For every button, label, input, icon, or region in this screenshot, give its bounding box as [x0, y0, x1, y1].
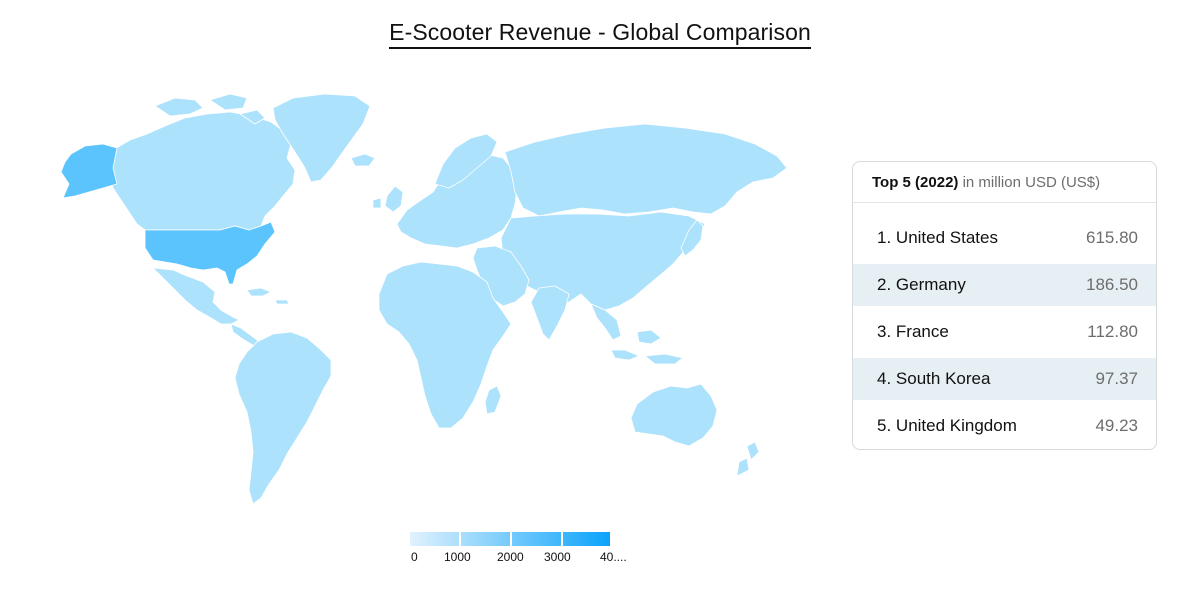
region-russia[interactable] [504, 123, 788, 217]
top5-row[interactable]: 2. Germany 186.50 [853, 264, 1156, 306]
region-iceland[interactable] [350, 153, 376, 167]
top5-row[interactable]: 3. France 112.80 [853, 311, 1156, 353]
region-japan[interactable] [680, 219, 704, 257]
region-africa[interactable] [378, 261, 512, 429]
region-india[interactable] [530, 285, 570, 341]
region-united-states[interactable] [144, 221, 276, 285]
region-madagascar[interactable] [484, 385, 502, 415]
region-southeast-asia[interactable] [590, 303, 684, 365]
top5-value: 49.23 [1095, 416, 1138, 435]
legend-label: 3000 [544, 550, 571, 564]
top5-country: 1. United States [877, 228, 998, 247]
top5-row[interactable]: 4. South Korea 97.37 [853, 358, 1156, 400]
top5-value: 97.37 [1095, 369, 1138, 388]
top5-row[interactable]: 5. United Kingdom 49.23 [853, 405, 1156, 447]
top5-value: 112.80 [1087, 322, 1138, 341]
map-regions [106, 93, 788, 505]
legend-gradient-bar [410, 532, 610, 546]
top5-country: 4. South Korea [877, 369, 991, 388]
top5-panel-heading: Top 5 (2022) in million USD (US$) [853, 162, 1156, 203]
region-alaska[interactable] [60, 143, 118, 199]
legend-label: 2000 [497, 550, 524, 564]
region-canada[interactable] [106, 111, 296, 231]
region-scandinavia[interactable] [434, 133, 498, 189]
region-mexico[interactable] [152, 267, 240, 325]
chart-title: E-Scooter Revenue - Global Comparison [0, 18, 1200, 49]
top5-heading-year: Top 5 (2022) [872, 174, 959, 191]
top5-country: 5. United Kingdom [877, 416, 1017, 435]
legend-label: 1000 [444, 550, 471, 564]
top5-value: 615.80 [1086, 228, 1138, 247]
top5-value: 186.50 [1086, 275, 1138, 294]
region-new-zealand[interactable] [736, 441, 760, 477]
region-greenland[interactable] [272, 93, 371, 183]
top5-list: 1. United States 615.80 2. Germany 186.5… [853, 203, 1156, 447]
legend-label: 40.... [600, 550, 627, 564]
region-australia[interactable] [630, 383, 718, 447]
top5-heading-unit: in million USD (US$) [962, 174, 1101, 191]
region-south-america[interactable] [234, 331, 332, 505]
legend: 0 1000 2000 3000 40.... [408, 532, 628, 572]
region-uk[interactable] [372, 185, 404, 213]
top5-panel: Top 5 (2022) in million USD (US$) 1. Uni… [852, 161, 1157, 450]
region-asia[interactable] [500, 211, 706, 311]
region-europe[interactable] [396, 153, 518, 249]
chart-title-text: E-Scooter Revenue - Global Comparison [389, 18, 811, 49]
region-canada-islands[interactable] [154, 93, 266, 125]
top5-country: 2. Germany [877, 275, 966, 294]
top5-country: 3. France [877, 322, 949, 341]
map-highlighted-regions [60, 143, 276, 285]
world-map [60, 93, 788, 505]
legend-label: 0 [411, 550, 418, 564]
top5-row[interactable]: 1. United States 615.80 [853, 217, 1156, 259]
